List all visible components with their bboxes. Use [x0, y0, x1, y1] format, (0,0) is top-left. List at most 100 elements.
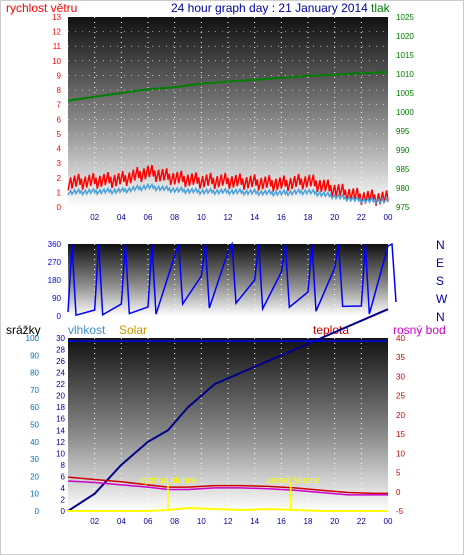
wind-tick-label: 13 — [52, 13, 61, 22]
x-tick-label: 10 — [197, 213, 206, 222]
rain-label: srážky — [6, 323, 41, 337]
x-tick-label: 04 — [117, 213, 126, 222]
wind-tick-label: 9 — [57, 71, 62, 80]
pressure-tick-label: 1015 — [396, 51, 414, 60]
wind-tick-label: 2 — [57, 174, 62, 183]
temperature-tick-label: 35 — [396, 353, 405, 362]
compass-label: S — [436, 274, 444, 288]
humidity-tick-label: 80 — [30, 369, 39, 378]
rain-tick-label: 26 — [56, 357, 65, 366]
wind-tick-label: 3 — [57, 159, 62, 168]
temperature-tick-label: 40 — [396, 334, 405, 343]
temperature-tick-label: 20 — [396, 411, 405, 420]
dew-point-label: rosný bod — [393, 323, 446, 337]
pressure-tick-label: 990 — [396, 146, 410, 155]
rain-tick-label: 6 — [61, 472, 66, 481]
x-tick-label: 02 — [90, 517, 99, 526]
x-tick-label: 04 — [117, 517, 126, 526]
rain-tick-label: 20 — [56, 392, 65, 401]
temperature-tick-label: -5 — [396, 507, 404, 516]
panel3-x-axis-ticks: 02 04 06 08 10 12 14 16 18 20 22 00 — [90, 517, 393, 526]
wind-tick-label: 11 — [53, 42, 62, 51]
wind-tick-label: 4 — [57, 145, 62, 154]
rain-tick-label: 14 — [56, 426, 65, 435]
x-tick-label: 20 — [330, 517, 339, 526]
compass-label: N — [436, 310, 445, 324]
wind-tick-label: 10 — [52, 57, 61, 66]
x-tick-label: 22 — [357, 517, 366, 526]
pressure-tick-label: 980 — [396, 184, 410, 193]
humidity-tick-label: 70 — [30, 386, 39, 395]
rain-tick-label: 2 — [61, 495, 66, 504]
wind-tick-label: 8 — [57, 86, 62, 95]
humidity-series — [67, 308, 389, 512]
x-tick-label: 20 — [330, 213, 339, 222]
chart-title: 24 hour graph day : 21 January 2014 — [171, 1, 368, 15]
temperature-label: teplota — [313, 323, 349, 337]
solar-label: Solar — [119, 323, 147, 337]
rain-tick-label: 0 — [61, 507, 66, 516]
rain-tick-label: 12 — [56, 438, 65, 447]
pressure-tick-label: 985 — [396, 165, 410, 174]
x-tick-label: 22 — [357, 213, 366, 222]
temperature-series — [67, 476, 388, 495]
wind-tick-label: 7 — [57, 101, 62, 110]
pressure-tick-label: 1025 — [396, 13, 414, 22]
humidity-tick-label: 20 — [30, 472, 39, 481]
direction-tick-label: 360 — [48, 240, 62, 249]
compass-label: E — [436, 256, 444, 270]
temperature-tick-label: 5 — [396, 469, 401, 478]
pressure-tick-label: 1000 — [396, 108, 414, 117]
compass-label: N — [436, 238, 445, 252]
temperature-tick-label: 30 — [396, 372, 405, 381]
rain-tick-label: 24 — [56, 369, 65, 378]
x-tick-label: 14 — [250, 213, 259, 222]
wind-series — [67, 164, 389, 206]
wind-tick-label: 1 — [57, 188, 62, 197]
panel2-grid — [94, 244, 362, 316]
wind-tick-label: 6 — [57, 115, 62, 124]
temperature-tick-label: 15 — [396, 430, 405, 439]
x-tick-label: 18 — [304, 517, 313, 526]
rain-tick-label: 28 — [56, 346, 65, 355]
rain-tick-label: 10 — [56, 449, 65, 458]
dew-point-series — [67, 480, 388, 496]
compass-label: W — [436, 292, 448, 306]
pressure-tick-label: 1010 — [396, 70, 414, 79]
sunrise-annotation: východ slunce — [140, 475, 197, 485]
humidity-tick-label: 10 — [30, 490, 39, 499]
direction-tick-label: 0 — [57, 312, 62, 321]
x-tick-label: 00 — [384, 213, 393, 222]
wind-average-series — [67, 182, 389, 206]
humidity-axis-ticks: 0 10 20 30 40 50 60 70 80 90 100 — [26, 334, 40, 516]
humidity-tick-label: 50 — [30, 421, 39, 430]
humidity-tick-label: 0 — [35, 507, 40, 516]
x-tick-label: 08 — [170, 213, 179, 222]
temperature-tick-label: 10 — [396, 449, 405, 458]
rain-tick-label: 18 — [56, 403, 65, 412]
rain-tick-label: 8 — [61, 461, 66, 470]
panel1-x-axis-ticks: 02 04 06 08 10 12 14 16 18 20 22 00 — [90, 213, 393, 222]
solar-series — [68, 506, 388, 512]
x-tick-label: 16 — [277, 213, 286, 222]
direction-tick-label: 90 — [52, 294, 61, 303]
pressure-series — [67, 71, 389, 102]
x-tick-label: 08 — [170, 517, 179, 526]
x-tick-label: 06 — [144, 517, 153, 526]
wind-tick-label: 5 — [57, 130, 62, 139]
rain-tick-label: 22 — [56, 380, 65, 389]
humidity-tick-label: 90 — [30, 351, 39, 360]
x-tick-label: 12 — [224, 517, 233, 526]
x-tick-label: 18 — [304, 213, 313, 222]
humidity-tick-label: 60 — [30, 403, 39, 412]
panel1-grid — [68, 17, 388, 207]
rain-tick-label: 4 — [61, 484, 66, 493]
wind-speed-label: rychlost větru — [6, 1, 77, 15]
temperature-axis-ticks: -5 0 5 10 15 20 25 30 35 40 — [396, 334, 405, 516]
pressure-tick-label: 1020 — [396, 32, 414, 41]
pressure-tick-label: 995 — [396, 127, 410, 136]
humidity-tick-label: 100 — [26, 334, 40, 343]
